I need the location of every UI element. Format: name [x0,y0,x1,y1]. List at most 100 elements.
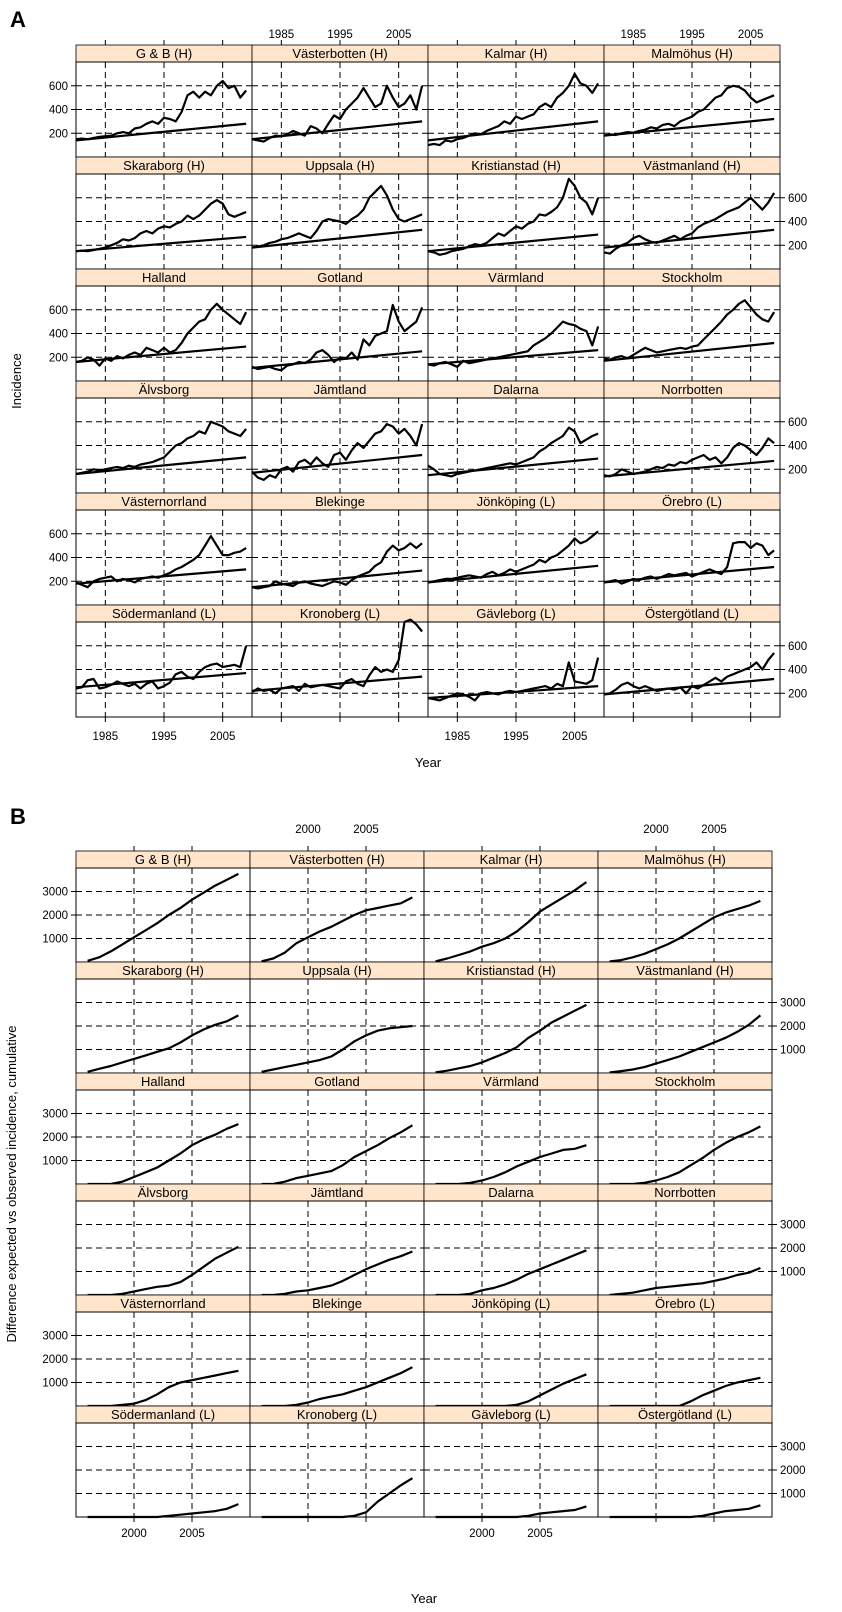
y-tick-label: 600 [788,193,807,205]
expected-trend-line [427,233,599,253]
expected-trend-line [251,569,423,589]
strip-label: Gotland [317,270,363,285]
plot-frame [249,1422,425,1518]
strip-label: Jämtland [311,1185,364,1200]
y-tick-label: 400 [49,105,68,117]
x-tick-label: 1985 [445,731,471,743]
strip-label: Halland [142,270,186,285]
y-tick-label: 3000 [42,887,68,899]
plot-frame [75,978,251,1074]
y-tick-label: 2000 [780,1243,806,1255]
observed-incidence-line [603,299,776,361]
y-tick-label: 3000 [780,1220,806,1232]
strip-label: G & B (H) [136,46,192,61]
observed-incidence-line [603,652,775,696]
expected-trend-line [427,120,599,142]
chart-a-subplot: Skaraborg (H) [75,156,253,270]
chart-b-subplot: G & B (H) 1000 2000 3000 [42,846,251,963]
strip-label: Värmland [483,1074,539,1089]
cumulative-difference-line [435,1003,587,1074]
observed-incidence-line [75,79,247,141]
y-tick-label: 400 [49,553,68,565]
observed-incidence-line [75,534,247,589]
strip-label: Uppsala (H) [305,158,374,173]
strip-label: Södermanland (L) [111,1407,215,1422]
chart-a-subplot: Östergötland (L) 200 400 600 [603,604,807,722]
strip-label: Malmöhus (H) [651,46,733,61]
expected-trend-line [251,228,423,249]
observed-incidence-line [251,184,423,249]
chart-a-subplot: Halland 200 400 600 [49,268,253,382]
cumulative-difference-line [435,1249,587,1297]
plot-frame [75,1200,251,1296]
strip-label: Stockholm [655,1074,716,1089]
y-tick-label: 200 [788,464,807,476]
chart-b-subplot: Västernorrland 1000 2000 3000 [42,1294,251,1408]
cumulative-difference-line [87,1245,239,1297]
chart-a-subplot: G & B (H) 200 400 600 [49,40,253,158]
expected-trend-line [603,228,775,249]
cumulative-difference-line [435,881,588,963]
expected-trend-line [251,675,423,692]
strip-label: G & B (H) [135,852,191,867]
y-tick-label: 1000 [42,934,68,946]
observed-incidence-line [603,192,776,255]
cumulative-difference-line [609,1014,762,1074]
plot-frame [75,1422,251,1518]
plot-frame [249,867,425,963]
strip-label: Västernorrland [120,1296,205,1311]
observed-incidence-line [427,426,599,478]
chart-b-subplot: Södermanland (L) 2000 2005 [75,1405,251,1540]
chart-a-subplot: Värmland [427,268,605,382]
expected-trend-line [603,459,775,478]
cumulative-difference-line [261,1477,413,1519]
cumulative-difference-line [87,1014,239,1073]
expected-trend-line [427,349,599,366]
x-tick-label: 2000 [295,824,321,836]
observed-incidence-line [251,542,423,590]
y-tick-label: 400 [49,329,68,341]
y-tick-label: 200 [49,576,68,588]
x-tick-label: 1995 [503,731,529,743]
x-tick-label: 2005 [353,824,379,836]
plot-frame [597,1422,773,1518]
chart-a-x-axis-title: Year [415,755,442,770]
cumulative-difference-line [87,872,239,962]
chart-a-subplot: Jönköping (L) [427,492,605,606]
expected-trend-line [427,564,599,584]
chart-a-subplot: Uppsala (H) [251,156,429,270]
x-tick-label: 1995 [327,29,353,41]
observed-incidence-line [75,420,247,476]
expected-trend-line [75,671,247,689]
y-tick-label: 1000 [780,1045,806,1057]
chart-b-subplot: Kalmar (H) [423,846,599,963]
chart-b-y-axis-title: Difference expected vs observed incidenc… [4,1026,19,1343]
cumulative-difference-line [87,1369,239,1408]
y-tick-label: 3000 [42,1109,68,1121]
chart-a-subplot: Södermanland (L) 1985 1995 2005 [75,604,253,743]
plot-frame [75,1089,251,1185]
strip-label: Dalarna [488,1185,534,1200]
strip-label: Västmanland (H) [643,158,741,173]
strip-label: Jönköping (L) [472,1296,551,1311]
x-tick-label: 1985 [269,29,295,41]
chart-b-subplot: Halland 1000 2000 3000 [42,1072,251,1186]
cumulative-difference-line [261,1124,413,1186]
chart-a-subplot: Kalmar (H) [427,40,605,158]
chart-b-subplot: Uppsala (H) [249,961,425,1074]
strip-label: Uppsala (H) [302,963,371,978]
y-tick-label: 600 [49,529,68,541]
y-tick-label: 600 [788,417,807,429]
chart-b-subplot: Kronoberg (L) [249,1405,425,1522]
chart-a-subplot: Västerbotten (H) 1985 1995 2005 [251,29,429,158]
chart-b-subplot: Västerbotten (H) 2000 2005 [249,824,425,963]
strip-label: Östergötland (L) [638,1407,732,1422]
strip-label: Kristianstad (H) [466,963,556,978]
x-tick-label: 2005 [179,1528,205,1540]
strip-label: Älvsborg [138,1185,189,1200]
x-tick-label: 2005 [738,29,764,41]
chart-b-x-axis-title: Year [411,1591,438,1606]
x-tick-label: 2005 [527,1528,553,1540]
strip-label: Norrbotten [654,1185,715,1200]
y-tick-label: 2000 [780,1465,806,1477]
